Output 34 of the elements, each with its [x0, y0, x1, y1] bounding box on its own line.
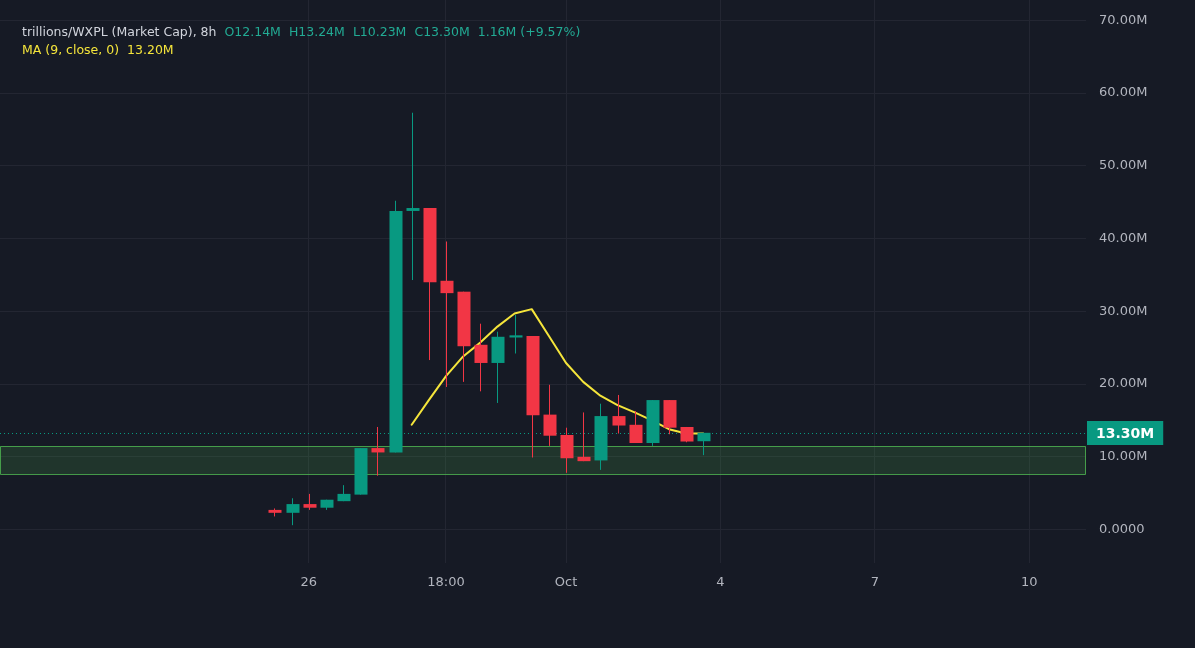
y-tick-label: 0.0000	[1099, 520, 1145, 536]
x-tick-label: 26	[300, 574, 318, 590]
annotation: H13.24M	[288, 23, 345, 41]
y-tick-label: 20.00M	[1099, 375, 1148, 391]
candlestick	[406, 112, 420, 281]
annotation: L10.23M	[352, 23, 407, 41]
ref-line-label: 13.30M	[1096, 424, 1155, 441]
text: MA (9, close, 0)	[22, 41, 120, 59]
candlestick	[629, 410, 643, 444]
candlestick	[543, 384, 557, 447]
y-tick-label: 50.00M	[1099, 157, 1148, 173]
annotation: 1.16M (+9.57%)	[477, 23, 581, 41]
x-tick-label: 7	[870, 574, 879, 590]
x-tick-label: 4	[716, 574, 725, 590]
annotation: C13.30M	[414, 23, 470, 41]
candlestick	[560, 427, 574, 474]
annotation: O12.14M	[224, 23, 281, 41]
x-tick-label: Oct	[554, 574, 578, 590]
candlestick	[286, 497, 300, 526]
candlestick	[612, 394, 626, 435]
candlestick	[474, 323, 488, 392]
x-tick-label: 18:00	[427, 574, 465, 590]
y-tick-label: 70.00M	[1099, 11, 1148, 27]
y-tick-label: 10.00M	[1099, 448, 1148, 464]
candlestick	[440, 240, 454, 388]
candlestick	[577, 411, 591, 462]
y-tick-label: 30.00M	[1099, 302, 1148, 318]
annotation: 13.20M	[127, 41, 174, 59]
candlestick	[509, 314, 523, 355]
y-tick-label: 40.00M	[1099, 229, 1148, 245]
text: trillions/WXPL (Market Cap), 8h	[22, 23, 217, 41]
y-tick-label: 60.00M	[1099, 84, 1148, 100]
x-tick-label: 10	[1020, 574, 1038, 590]
candlestick	[371, 426, 385, 477]
